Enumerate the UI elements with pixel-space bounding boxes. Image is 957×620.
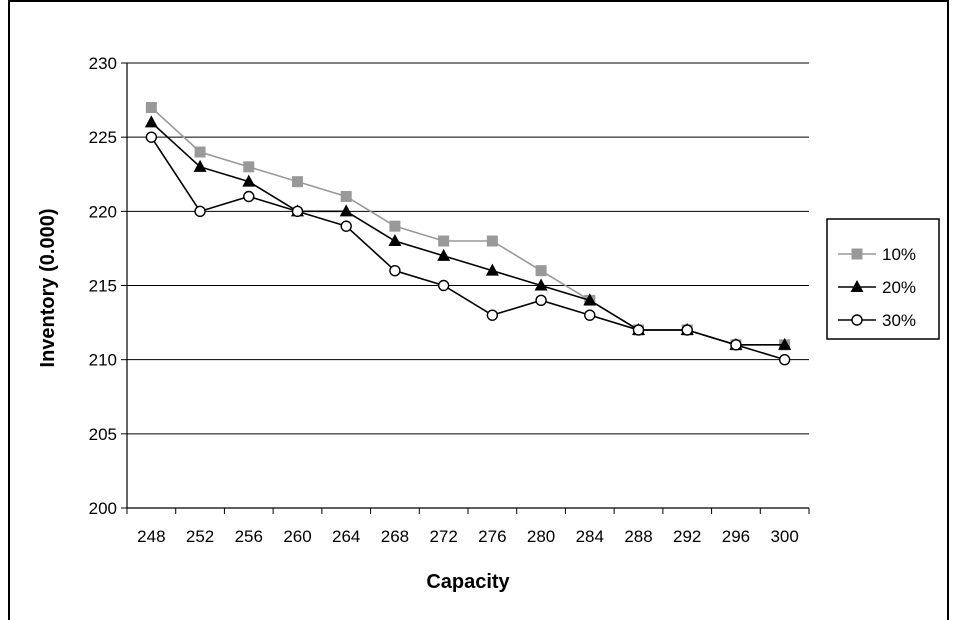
data-point	[730, 339, 742, 351]
data-point	[535, 294, 547, 307]
y-tick-label: 230	[89, 54, 117, 73]
y-tick-label: 210	[89, 351, 117, 370]
data-point	[535, 265, 547, 277]
x-tick-label: 288	[624, 527, 652, 546]
axes	[121, 62, 810, 514]
x-tick-label: 272	[429, 527, 457, 546]
data-point	[583, 293, 597, 306]
data-point	[291, 205, 304, 218]
y-tick-label: 220	[89, 202, 117, 221]
data-point	[486, 235, 498, 247]
x-tick-label: 276	[478, 527, 506, 546]
x-axis-title: Capacity	[426, 571, 510, 593]
y-tick-labels: 200 205 210 215 220 225 230	[89, 54, 117, 518]
legend-label: 10%	[882, 245, 916, 264]
x-tick-labels: 248 252 256 260 264 268 272 276 280 284 288 292 296 3…	[137, 527, 799, 546]
data-point	[145, 102, 157, 113]
data-point	[389, 264, 401, 277]
data-point	[194, 205, 206, 218]
series-line	[150, 106, 785, 346]
data-point	[778, 353, 791, 366]
data-point	[534, 278, 548, 291]
data-point	[437, 248, 451, 261]
data-point	[681, 324, 693, 336]
data-point	[193, 159, 207, 172]
series-line	[150, 121, 785, 346]
chart-frame	[8, 0, 949, 620]
y-tick-label: 200	[89, 499, 117, 518]
x-tick-label: 300	[770, 527, 798, 546]
legend-box	[826, 218, 940, 340]
data-point	[437, 279, 450, 292]
data-point	[438, 235, 450, 247]
data-point	[584, 309, 596, 321]
data-point	[632, 324, 645, 336]
legend-label: 30%	[882, 311, 916, 330]
data-point	[144, 115, 158, 128]
x-tick-label: 260	[283, 527, 311, 546]
legend-marker	[851, 314, 863, 326]
series-group	[144, 102, 792, 366]
series-2	[144, 115, 792, 350]
data-point	[486, 309, 499, 321]
data-point	[292, 176, 303, 188]
gridlines	[127, 62, 809, 435]
data-point	[340, 220, 352, 232]
x-tick-label: 256	[235, 527, 263, 546]
data-point	[339, 204, 353, 217]
data-point	[242, 174, 256, 187]
x-tick-label: 296	[722, 527, 750, 546]
data-point	[388, 234, 402, 246]
legend: 10% 20% 30%	[826, 218, 940, 340]
data-point	[778, 337, 792, 350]
y-tick-label: 215	[89, 277, 117, 296]
legend-item: 20%	[838, 278, 916, 297]
legend-item: 10%	[838, 245, 916, 264]
series-1	[145, 102, 791, 351]
legend-marker	[851, 248, 863, 260]
series-line	[150, 136, 785, 361]
y-tick-label: 205	[89, 425, 117, 444]
y-tick-label: 225	[89, 128, 117, 147]
y-axis-title: Inventory (0.000)	[37, 209, 59, 368]
legend-item: 30%	[838, 311, 916, 330]
data-point	[340, 191, 352, 202]
x-tick-label: 252	[186, 527, 214, 546]
data-point	[243, 190, 255, 203]
x-tick-label: 292	[673, 527, 701, 546]
x-tick-label: 268	[381, 527, 409, 546]
x-tick-label: 248	[137, 527, 165, 546]
legend-label: 20%	[882, 278, 916, 297]
data-point	[243, 161, 255, 173]
x-tick-label: 264	[332, 527, 360, 546]
legend-marker	[850, 280, 864, 292]
x-tick-label: 280	[527, 527, 555, 546]
series-3	[145, 131, 791, 366]
data-point	[194, 146, 206, 158]
x-tick-label: 284	[576, 527, 604, 546]
data-point	[389, 220, 401, 232]
data-point	[485, 263, 499, 276]
data-point	[145, 131, 158, 143]
